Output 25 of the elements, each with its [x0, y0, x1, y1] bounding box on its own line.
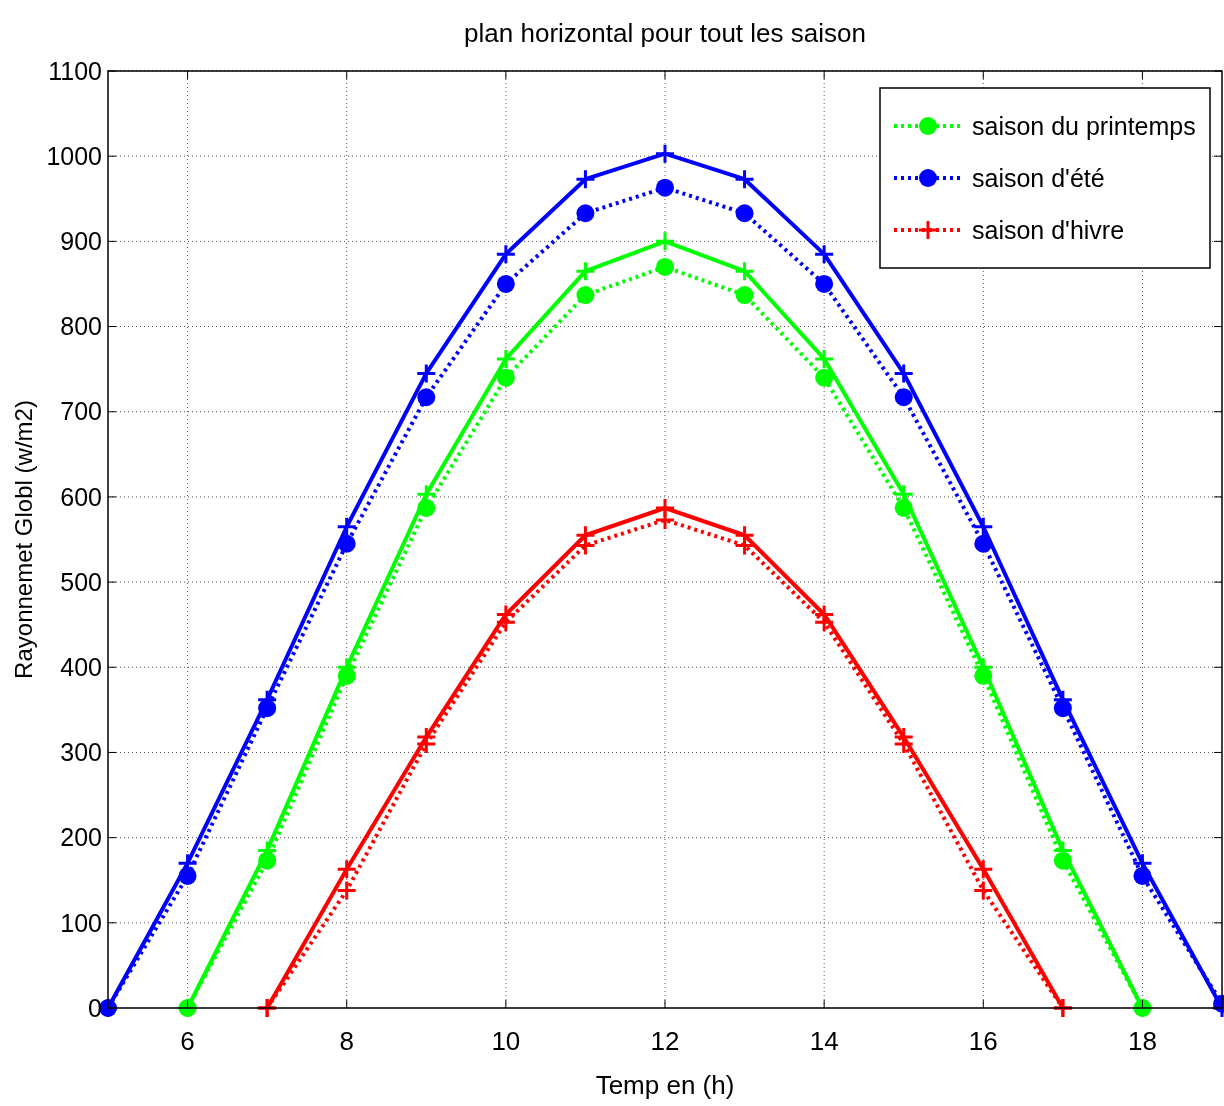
legend-label: saison du printemps: [972, 111, 1196, 140]
legend-label: saison d'été: [972, 163, 1105, 192]
x-tick-label: 10: [491, 1026, 521, 1056]
y-tick-label: 300: [60, 738, 102, 767]
y-tick-label: 100: [60, 908, 102, 937]
y-tick-label: 400: [60, 653, 102, 682]
y-tick-label: 200: [60, 823, 102, 852]
x-tick-label: 8: [339, 1026, 354, 1056]
y-tick-label: 0: [88, 993, 102, 1022]
y-axis-title: Rayonnemet Globl (w/m2): [10, 400, 37, 679]
y-tick-label: 700: [60, 397, 102, 426]
legend-label: saison d'hivre: [972, 215, 1125, 244]
y-tick-label: 800: [60, 312, 102, 341]
x-axis-title: Temp en (h): [595, 1070, 735, 1100]
y-tick-label: 1100: [48, 56, 102, 85]
x-tick-label: 14: [809, 1026, 839, 1056]
x-tick-label: 16: [968, 1026, 998, 1056]
x-tick-label: 6: [180, 1026, 195, 1056]
y-tick-label: 500: [60, 567, 102, 596]
y-tick-label: 1000: [46, 141, 102, 170]
y-tick-label: 900: [60, 227, 102, 256]
x-tick-label: 18: [1127, 1026, 1157, 1056]
y-tick-label: 600: [60, 482, 102, 511]
x-tick-label: 12: [650, 1026, 680, 1056]
chart-title: plan horizontal pour tout les saison: [464, 18, 866, 48]
